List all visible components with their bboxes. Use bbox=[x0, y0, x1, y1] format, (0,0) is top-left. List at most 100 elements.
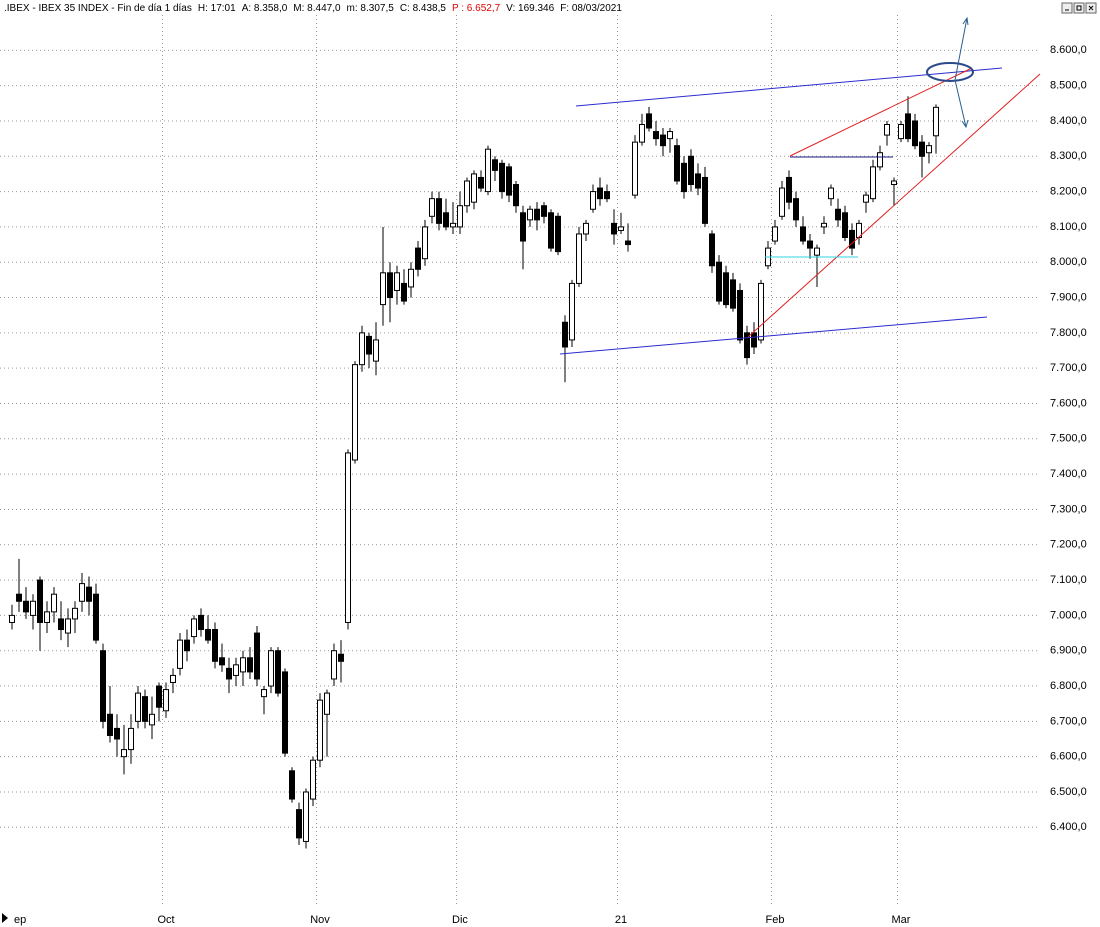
candle-body bbox=[373, 339, 379, 362]
x-tick-label: Dic bbox=[452, 914, 468, 926]
header-item: C: 8.438,5 bbox=[400, 3, 447, 14]
y-tick-label: 7.600,0 bbox=[1050, 397, 1087, 409]
candle-body bbox=[898, 123, 904, 140]
candle-body bbox=[282, 671, 288, 754]
candle-body bbox=[177, 639, 183, 669]
candle-body bbox=[569, 282, 575, 341]
x-tick-label: 21 bbox=[615, 914, 627, 926]
y-tick-label: 8.400,0 bbox=[1050, 115, 1087, 127]
candle-body bbox=[156, 685, 162, 708]
candle-body bbox=[653, 131, 659, 140]
arrow-head bbox=[961, 119, 969, 129]
candle-body bbox=[912, 120, 918, 147]
candle-body bbox=[16, 593, 22, 602]
candle-body bbox=[870, 166, 876, 200]
candle-body bbox=[65, 618, 71, 634]
candle-body bbox=[268, 650, 274, 687]
candle-body bbox=[198, 614, 204, 631]
candle-body bbox=[37, 579, 43, 623]
candle-body bbox=[310, 759, 316, 800]
candle-body bbox=[667, 131, 673, 140]
header-item: V: 169.346 bbox=[506, 3, 554, 14]
maximize-button[interactable] bbox=[1073, 2, 1085, 14]
y-tick-label: 8.200,0 bbox=[1050, 185, 1087, 197]
x-tick-label: ep bbox=[14, 914, 26, 926]
candle-body bbox=[863, 194, 869, 203]
y-tick-label: 7.400,0 bbox=[1050, 468, 1087, 480]
candle-body bbox=[296, 809, 302, 839]
candle-body bbox=[779, 187, 785, 217]
candle-body bbox=[520, 212, 526, 242]
candle-body bbox=[674, 145, 680, 182]
candle-body bbox=[821, 222, 827, 228]
candle-body bbox=[835, 208, 841, 221]
candle-body bbox=[807, 240, 813, 249]
candle-body bbox=[877, 152, 883, 168]
header-item: M: 8.447,0 bbox=[293, 3, 341, 14]
candle-body bbox=[51, 593, 57, 613]
y-tick-label: 6.800,0 bbox=[1050, 680, 1087, 692]
y-tick-label: 7.500,0 bbox=[1050, 433, 1087, 445]
candle-body bbox=[303, 791, 309, 842]
candle-body bbox=[415, 247, 421, 270]
candle-body bbox=[478, 176, 484, 189]
candle-body bbox=[128, 727, 134, 751]
grid bbox=[0, 15, 1040, 905]
candle-body bbox=[632, 141, 638, 196]
candle-body bbox=[247, 657, 253, 673]
y-tick-label: 8.500,0 bbox=[1050, 80, 1087, 92]
y-tick-label: 6.900,0 bbox=[1050, 645, 1087, 657]
candle-body bbox=[534, 208, 540, 221]
candle-body bbox=[121, 749, 127, 758]
minimize-button[interactable] bbox=[1061, 2, 1073, 14]
drawing-tools bbox=[559, 16, 1041, 355]
candle-body bbox=[492, 159, 498, 171]
candle-body bbox=[233, 664, 239, 676]
candle-body bbox=[471, 173, 477, 203]
arrow-up bbox=[954, 17, 968, 81]
y-tick-label: 7.100,0 bbox=[1050, 574, 1087, 586]
candle-body bbox=[660, 134, 666, 147]
candle-body bbox=[716, 261, 722, 302]
scroll-arrow[interactable] bbox=[2, 913, 8, 923]
upper-channel-line bbox=[575, 67, 1003, 107]
candle-body bbox=[58, 618, 64, 631]
candle-body bbox=[72, 607, 78, 620]
header-symbol: .IBEX - IBEX 35 INDEX - Fin de día 1 día… bbox=[4, 3, 192, 14]
candle-body bbox=[338, 653, 344, 662]
candle-body bbox=[135, 692, 141, 722]
candle-body bbox=[205, 629, 211, 641]
candle-body bbox=[142, 696, 148, 722]
candle-body bbox=[891, 180, 897, 186]
candle-body bbox=[625, 240, 631, 246]
candle-body bbox=[611, 222, 617, 235]
header: .IBEX - IBEX 35 INDEX - Fin de día 1 día… bbox=[4, 3, 622, 14]
candle-body bbox=[317, 699, 323, 761]
header-item: F: 08/03/2021 bbox=[560, 3, 622, 14]
lower-channel-line bbox=[559, 316, 988, 355]
candle-body bbox=[44, 611, 50, 623]
candle-body bbox=[499, 162, 505, 193]
candle-body bbox=[681, 162, 687, 193]
y-tick-label: 8.100,0 bbox=[1050, 221, 1087, 233]
support-line bbox=[747, 73, 1041, 338]
candle-body bbox=[254, 632, 260, 680]
candle-body bbox=[191, 618, 197, 638]
candle-body bbox=[597, 187, 603, 200]
x-tick-label: Mar bbox=[892, 914, 911, 926]
candle-body bbox=[737, 289, 743, 341]
candle-body bbox=[618, 226, 624, 231]
candle-body bbox=[261, 689, 267, 698]
candle-body bbox=[933, 106, 939, 137]
candle-body bbox=[9, 614, 15, 623]
candle-body bbox=[422, 226, 428, 260]
window-buttons bbox=[1061, 2, 1097, 14]
candle-body bbox=[751, 332, 757, 348]
candle-body bbox=[688, 155, 694, 186]
y-tick-label: 7.800,0 bbox=[1050, 327, 1087, 339]
y-tick-label: 6.400,0 bbox=[1050, 821, 1087, 833]
candle-body bbox=[275, 650, 281, 694]
candle-body bbox=[576, 233, 582, 284]
